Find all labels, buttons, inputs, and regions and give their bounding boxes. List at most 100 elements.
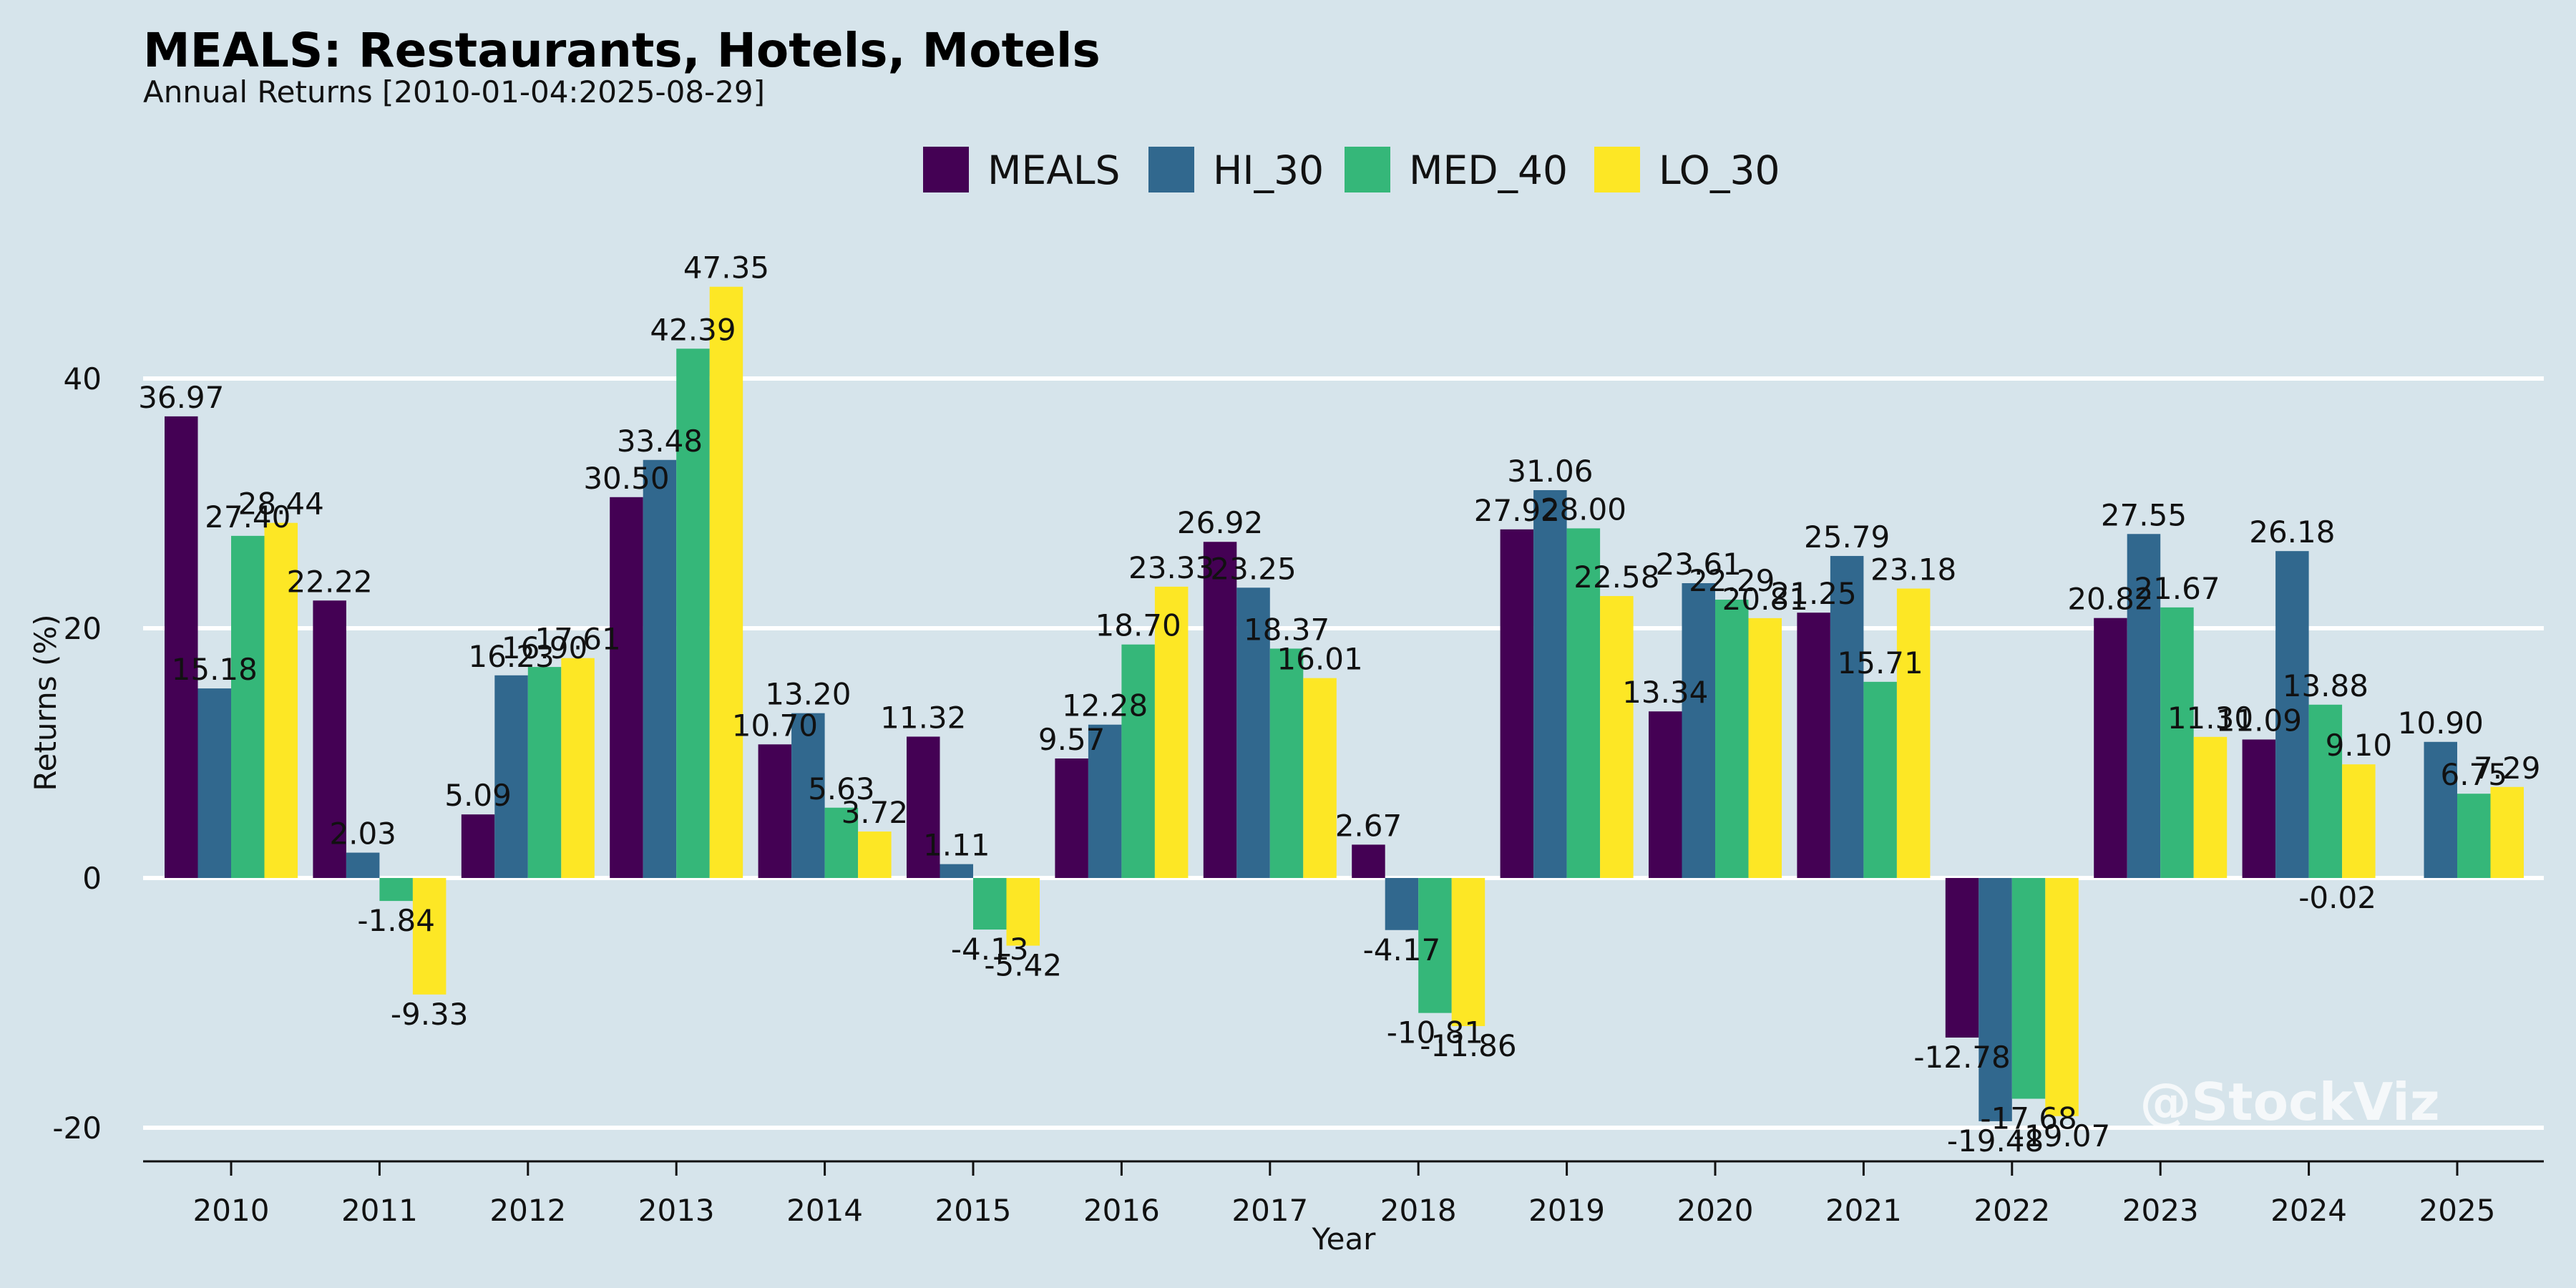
data-label: 11.32 [880,700,966,735]
bar-lo-30 [1896,588,1931,878]
data-label: -1.84 [357,903,435,938]
data-label: 22.22 [287,564,373,599]
data-label: 23.61 [1656,547,1742,582]
data-label: 21.25 [1771,576,1857,611]
bar-hi-30 [1088,724,1122,878]
data-label: 13.20 [765,677,851,712]
data-label: 11.09 [2216,703,2302,738]
bar-med-40 [1121,644,1155,878]
data-label: 27.40 [205,499,291,535]
data-label: -19.48 [1947,1123,2044,1158]
data-label: 13.34 [1622,675,1708,710]
x-tick-label: 2013 [638,1193,715,1228]
bar-lo-30 [2342,764,2376,878]
data-label: 16.23 [468,639,554,674]
axes: -20 0 20 40 2010 2011 2012 2013 2014 2015 2016 2017… [52,361,2544,1228]
data-label: 9.10 [2326,728,2393,763]
data-label: 7.29 [2474,751,2541,786]
data-label: 42.39 [650,312,736,347]
bars [165,286,2524,1121]
data-label: 23.25 [1210,551,1296,586]
bar-meals [313,600,346,878]
bar-med-40 [973,878,1007,930]
x-tick-label: 2019 [1528,1193,1605,1228]
data-label: 31.06 [1507,454,1593,489]
y-tick-label: 20 [64,611,102,646]
data-label: 22.29 [1689,563,1775,598]
chart-title: MEALS: Restaurants, Hotels, Motels [143,23,1101,78]
data-label: 15.18 [172,652,258,687]
bar-meals [2094,618,2127,878]
x-tick-label: 2016 [1083,1193,1160,1228]
y-tick-label: -20 [52,1111,102,1146]
bar-hi-30 [1385,878,1419,930]
bar-hi-30 [346,852,380,878]
data-label: 33.48 [617,424,703,459]
bar-hi-30 [1830,555,1864,878]
data-label: 27.92 [1474,493,1560,528]
bar-hi-30 [1682,583,1715,878]
data-label: -4.17 [1363,932,1441,967]
data-label: 2.67 [1335,808,1402,843]
y-tick-label: 0 [82,861,102,896]
x-tick-label: 2012 [489,1193,566,1228]
legend-label: MED_40 [1409,147,1568,193]
bar-lo-30 [709,286,743,878]
data-label: -17.68 [1980,1101,2077,1136]
data-label: 18.37 [1244,612,1330,647]
bar-med-40 [1269,648,1304,878]
data-label: 28.44 [238,487,324,522]
x-tick-label: 2011 [341,1193,418,1228]
legend-swatch [1148,147,1194,192]
bar-hi-30 [2424,741,2457,878]
data-label: 28.00 [1541,492,1626,527]
data-label: 11.30 [2167,701,2253,736]
bar-med-40 [2457,794,2491,878]
data-label: 36.97 [138,380,224,415]
legend: MEALS HI_30 MED_40 LO_30 [923,147,1780,193]
bar-lo-30 [1451,878,1485,1026]
x-tick-label: 2014 [786,1193,863,1228]
bar-med-40 [1863,681,1897,878]
bar-med-40 [1418,878,1452,1013]
data-label: 16.90 [502,630,587,665]
bar-hi-30 [2275,551,2309,878]
bar-med-40 [527,667,562,878]
bar-meals [1352,844,1385,878]
data-label: 47.35 [683,250,769,286]
x-tick-label: 2018 [1380,1193,1457,1228]
bar-med-40 [379,878,413,902]
bar-meals [758,744,792,878]
bar-med-40 [1566,528,1601,878]
bar-lo-30 [1748,618,1782,878]
watermark: @StockViz [2140,1072,2439,1132]
legend-label: MEALS [987,147,1120,193]
bar-lo-30 [2193,736,2228,878]
bar-meals [907,736,940,878]
data-label: 5.63 [808,771,875,806]
bar-med-40 [2160,607,2194,878]
data-label: -19.07 [2014,1118,2110,1153]
x-axis-title: Year [1312,1221,1377,1257]
bar-meals [1649,711,1682,878]
bar-meals [2242,739,2276,878]
bar-lo-30 [264,522,298,878]
x-tick-label: 2015 [935,1193,1012,1228]
data-label: 2.03 [329,816,396,852]
bar-med-40 [2011,878,2046,1099]
x-tick-label: 2023 [2122,1193,2199,1228]
x-tick-label: 2010 [193,1193,270,1228]
data-label: 13.88 [2283,668,2368,703]
data-label: 18.70 [1096,608,1181,643]
data-label: -4.13 [951,932,1029,967]
data-label: 9.57 [1038,722,1106,757]
data-label: 10.90 [2398,706,2484,741]
data-label: 21.67 [2134,571,2220,606]
x-tick-label: 2024 [2270,1193,2347,1228]
data-label: 26.92 [1177,505,1263,540]
data-label: -11.86 [1420,1028,1516,1063]
data-label: 6.75 [2440,757,2507,792]
data-label: -10.81 [1387,1015,1483,1050]
bar-hi-30 [643,459,677,878]
